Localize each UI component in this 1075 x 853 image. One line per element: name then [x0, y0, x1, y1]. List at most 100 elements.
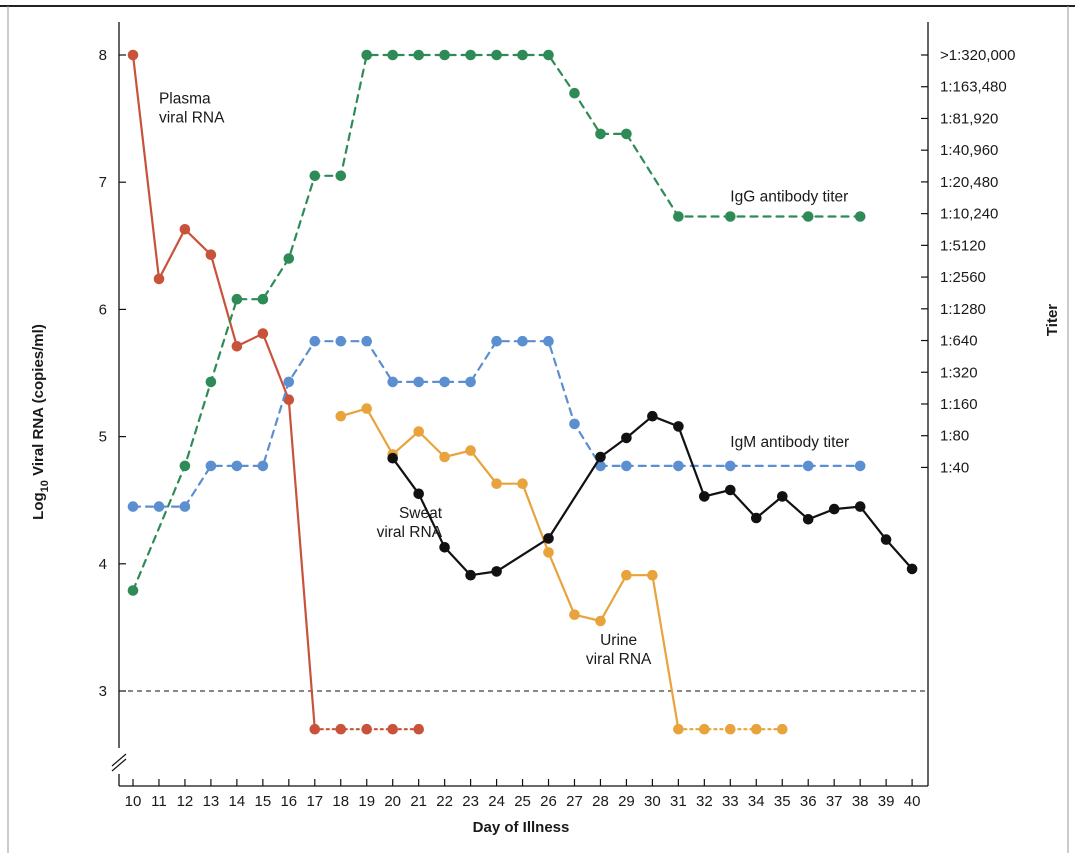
x-tick-label: 32 [696, 793, 713, 810]
igg-antibody-titer-point [257, 293, 269, 305]
igg-antibody-titer-point [569, 87, 580, 99]
sweat-viral-rna-point [854, 501, 866, 512]
x-tick-label: 15 [255, 793, 272, 810]
igg-antibody-titer-point [621, 128, 632, 140]
x-axis-title: Day of Illness [473, 819, 570, 836]
series-annotation-line: IgM antibody titer [730, 434, 849, 451]
x-tick-label: 40 [904, 793, 921, 810]
urine-viral-rna-point [673, 723, 684, 735]
igg-antibody-titer-point [673, 211, 684, 222]
igg-antibody-titer-point [595, 128, 606, 140]
x-tick-label: 34 [748, 793, 765, 810]
igm-antibody-titer-point [387, 376, 399, 388]
plasma-viral-rna-point [387, 723, 399, 735]
right-axis-title: Titer [1044, 304, 1061, 336]
y-right-tick-label: 1:640 [940, 333, 978, 350]
x-tick-label: 26 [540, 793, 557, 810]
y-right-tick-label: 1:5120 [940, 237, 986, 254]
series-group [127, 49, 918, 735]
igg-antibody-titer-point [854, 211, 866, 222]
igm-antibody-titer-point [802, 460, 814, 472]
sweat-viral-rna-point [906, 563, 918, 575]
igm-antibody-titer-point [309, 335, 321, 347]
x-tick-label: 14 [229, 793, 246, 810]
igg-antibody-titer-point [335, 170, 347, 182]
igm-antibody-titer-point [517, 335, 528, 347]
x-tick-label: 35 [774, 793, 791, 810]
igm-antibody-titer-point [153, 501, 165, 512]
y-left-tick-label: 6 [99, 301, 107, 318]
igm-antibody-titer-point [361, 335, 373, 347]
x-tick-label: 18 [332, 793, 349, 810]
left-axis-title-main: Log [30, 492, 47, 520]
igm-antibody-titer-point [595, 460, 606, 472]
y-right-tick-label: 1:10,240 [940, 206, 998, 223]
igm-antibody-titer-point [257, 460, 269, 472]
y-right-tick-label: 1:80 [940, 428, 969, 445]
series-annotation: Sweat viral RNA [377, 505, 443, 541]
igm-antibody-titer-point [465, 376, 476, 388]
sweat-viral-rna-point [699, 491, 710, 502]
x-tick-label: 25 [514, 793, 531, 810]
igm-antibody-titer-point [491, 335, 502, 347]
sweat-viral-rna-point [491, 566, 502, 577]
igm-antibody-titer-point [725, 460, 736, 472]
x-tick-label: 29 [618, 793, 635, 810]
sweat-viral-rna-point [673, 421, 684, 432]
plasma-viral-rna-point [127, 49, 139, 61]
igm-antibody-titer-point [413, 376, 425, 388]
y-right-tick-label: 1:160 [940, 396, 978, 413]
igg-antibody-titer-point [543, 49, 554, 61]
x-tick-label: 38 [852, 793, 869, 810]
y-right-tick-label: 1:2560 [940, 269, 986, 286]
urine-viral-rna-point [361, 403, 373, 414]
igg-antibody-titer-point [517, 49, 528, 61]
igg-antibody-titer-point [309, 170, 321, 182]
urine-viral-rna-point [751, 723, 762, 735]
sweat-viral-rna-point [439, 542, 450, 553]
y-right-tick-label: 1:81,920 [940, 110, 998, 127]
igg-antibody-titer-point [205, 376, 217, 388]
sweat-viral-rna-point [413, 488, 425, 500]
plasma-viral-rna-point [335, 723, 347, 735]
igm-antibody-titer-point [335, 335, 347, 347]
left-axis-title-rest: Viral RNA (copies/ml) [30, 324, 47, 480]
y-right-tick-label: 1:40,960 [940, 142, 998, 159]
plasma-viral-rna-point [179, 224, 191, 235]
igg-antibody-titer-line [131, 53, 862, 592]
x-tick-label: 12 [177, 793, 194, 810]
sweat-viral-rna-point [777, 491, 788, 502]
x-tick-label: 19 [358, 793, 375, 810]
plasma-viral-rna-line [131, 53, 316, 731]
igm-antibody-titer-point [179, 501, 191, 512]
igg-antibody-titer-point [231, 293, 243, 305]
igg-antibody-titer-point [283, 253, 295, 264]
x-tick-label: 13 [203, 793, 220, 810]
igm-antibody-titer-point [673, 460, 684, 472]
y-right-tick-label: 1:163,480 [940, 79, 1007, 96]
x-tick-label: 16 [280, 793, 297, 810]
plasma-viral-rna-point [231, 341, 243, 352]
igm-antibody-titer-point [543, 335, 554, 347]
urine-viral-rna-point [725, 723, 736, 735]
igg-antibody-titer-point [361, 49, 373, 61]
sweat-viral-rna-point [751, 512, 762, 524]
y-right-tick-label: 1:1280 [940, 301, 986, 318]
sweat-viral-rna-point [465, 569, 476, 581]
left-axis-title-subscript: 10 [39, 480, 51, 492]
x-tick-label: 36 [800, 793, 817, 810]
y-right-tick-label: 1:20,480 [940, 174, 998, 191]
y-left-tick-label: 7 [99, 174, 107, 191]
igm-antibody-titer-point [127, 501, 139, 512]
igm-antibody-titer-point [569, 418, 580, 430]
sweat-viral-rna-point [880, 534, 892, 545]
series-annotation-line: Urine [600, 632, 637, 649]
y-right-tick-label: >1:320,000 [940, 47, 1016, 64]
igm-antibody-titer-point [205, 460, 217, 472]
igg-antibody-titer-point [127, 585, 139, 596]
series-annotation-line: viral RNA [377, 524, 443, 541]
urine-viral-rna-point [517, 478, 528, 490]
igm-antibody-titer-point [283, 376, 295, 388]
igg-antibody-titer-point [802, 211, 814, 222]
